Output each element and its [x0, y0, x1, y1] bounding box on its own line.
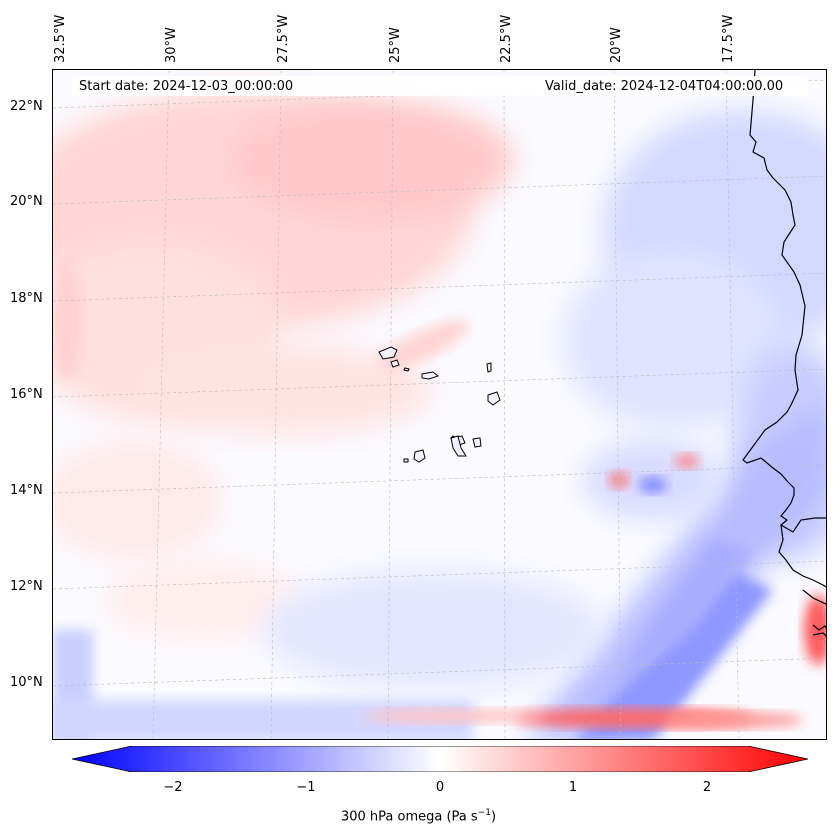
colorbar-label: 300 hPa omega (Pa s−1): [0, 808, 837, 824]
lon-label-20w: 20°W: [609, 27, 624, 63]
lon-label-17-5w: 17.5°W: [721, 14, 736, 63]
colorbar-label-main: 300 hPa omega (Pa s: [340, 809, 478, 825]
lon-label-32-5w: 32.5°W: [53, 14, 68, 63]
lat-label-18n: 18°N: [10, 291, 43, 306]
lat-label-10n: 10°N: [10, 675, 43, 690]
lat-label-20n: 20°N: [10, 194, 43, 209]
cabo-verde-islands: [378, 346, 501, 463]
map-panel: [52, 69, 827, 740]
omega-field-map: [53, 70, 826, 739]
lon-label-22-5w: 22.5°W: [499, 14, 514, 63]
lon-label-30w: 30°W: [164, 27, 179, 63]
colorbar-tick-1: 1: [568, 780, 578, 795]
colorbar: [72, 746, 808, 772]
africa-coastline: [742, 70, 826, 637]
colorbar-tick-0: 0: [435, 780, 445, 795]
date-header-band: [72, 76, 808, 96]
valid-date-label: Valid_date: 2024-12-04T04:00:00.00: [545, 79, 784, 94]
colorbar-label-end: ): [490, 809, 497, 825]
colorbar-gradient: [72, 746, 808, 772]
lon-label-25w: 25°W: [388, 27, 403, 63]
colorbar-tick-minus2: −2: [163, 780, 183, 795]
colorbar-label-exponent: −1: [477, 808, 491, 818]
start-date-label: Start date: 2024-12-03_00:00:00: [79, 79, 294, 94]
lon-label-27-5w: 27.5°W: [276, 14, 291, 63]
graticule: [53, 70, 826, 739]
colorbar-tick-2: 2: [702, 780, 712, 795]
lat-label-14n: 14°N: [10, 483, 43, 498]
lat-label-12n: 12°N: [10, 579, 43, 594]
omega-field-shading: [53, 70, 826, 739]
lat-label-16n: 16°N: [10, 387, 43, 402]
lat-label-22n: 22°N: [10, 99, 43, 114]
colorbar-tick-minus1: −1: [296, 780, 316, 795]
